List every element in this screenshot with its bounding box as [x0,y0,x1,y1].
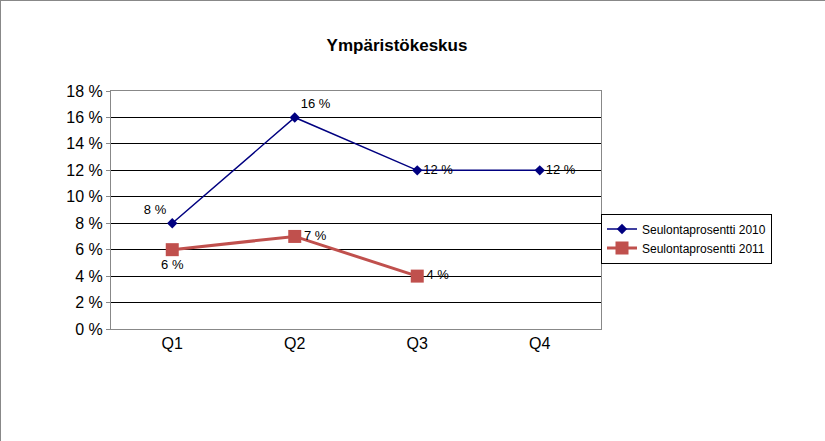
svg-text:12 %: 12 % [546,162,576,177]
svg-text:Q3: Q3 [407,335,428,352]
svg-text:7 %: 7 % [304,228,327,243]
svg-text:6 %: 6 % [161,257,184,272]
svg-text:8 %: 8 % [75,215,103,232]
svg-text:Q2: Q2 [284,335,305,352]
svg-text:Q4: Q4 [529,335,550,352]
svg-text:12 %: 12 % [423,162,453,177]
svg-text:Seulontaprosentti 2010: Seulontaprosentti 2010 [642,223,766,237]
svg-text:12 %: 12 % [66,162,102,179]
svg-text:4 %: 4 % [426,267,449,282]
svg-text:18 %: 18 % [66,83,102,100]
svg-text:Q1: Q1 [162,335,183,352]
svg-text:8 %: 8 % [144,202,167,217]
svg-text:4 %: 4 % [75,268,103,285]
svg-text:16 %: 16 % [66,109,102,126]
svg-text:0 %: 0 % [75,321,103,338]
svg-text:14 %: 14 % [66,135,102,152]
svg-text:10 %: 10 % [66,188,102,205]
svg-text:Ympäristökeskus: Ympäristökeskus [327,36,468,55]
svg-text:16 %: 16 % [301,96,331,111]
svg-text:Seulontaprosentti 2011: Seulontaprosentti 2011 [642,242,765,256]
svg-text:2 %: 2 % [75,294,103,311]
svg-text:6 %: 6 % [75,241,103,258]
